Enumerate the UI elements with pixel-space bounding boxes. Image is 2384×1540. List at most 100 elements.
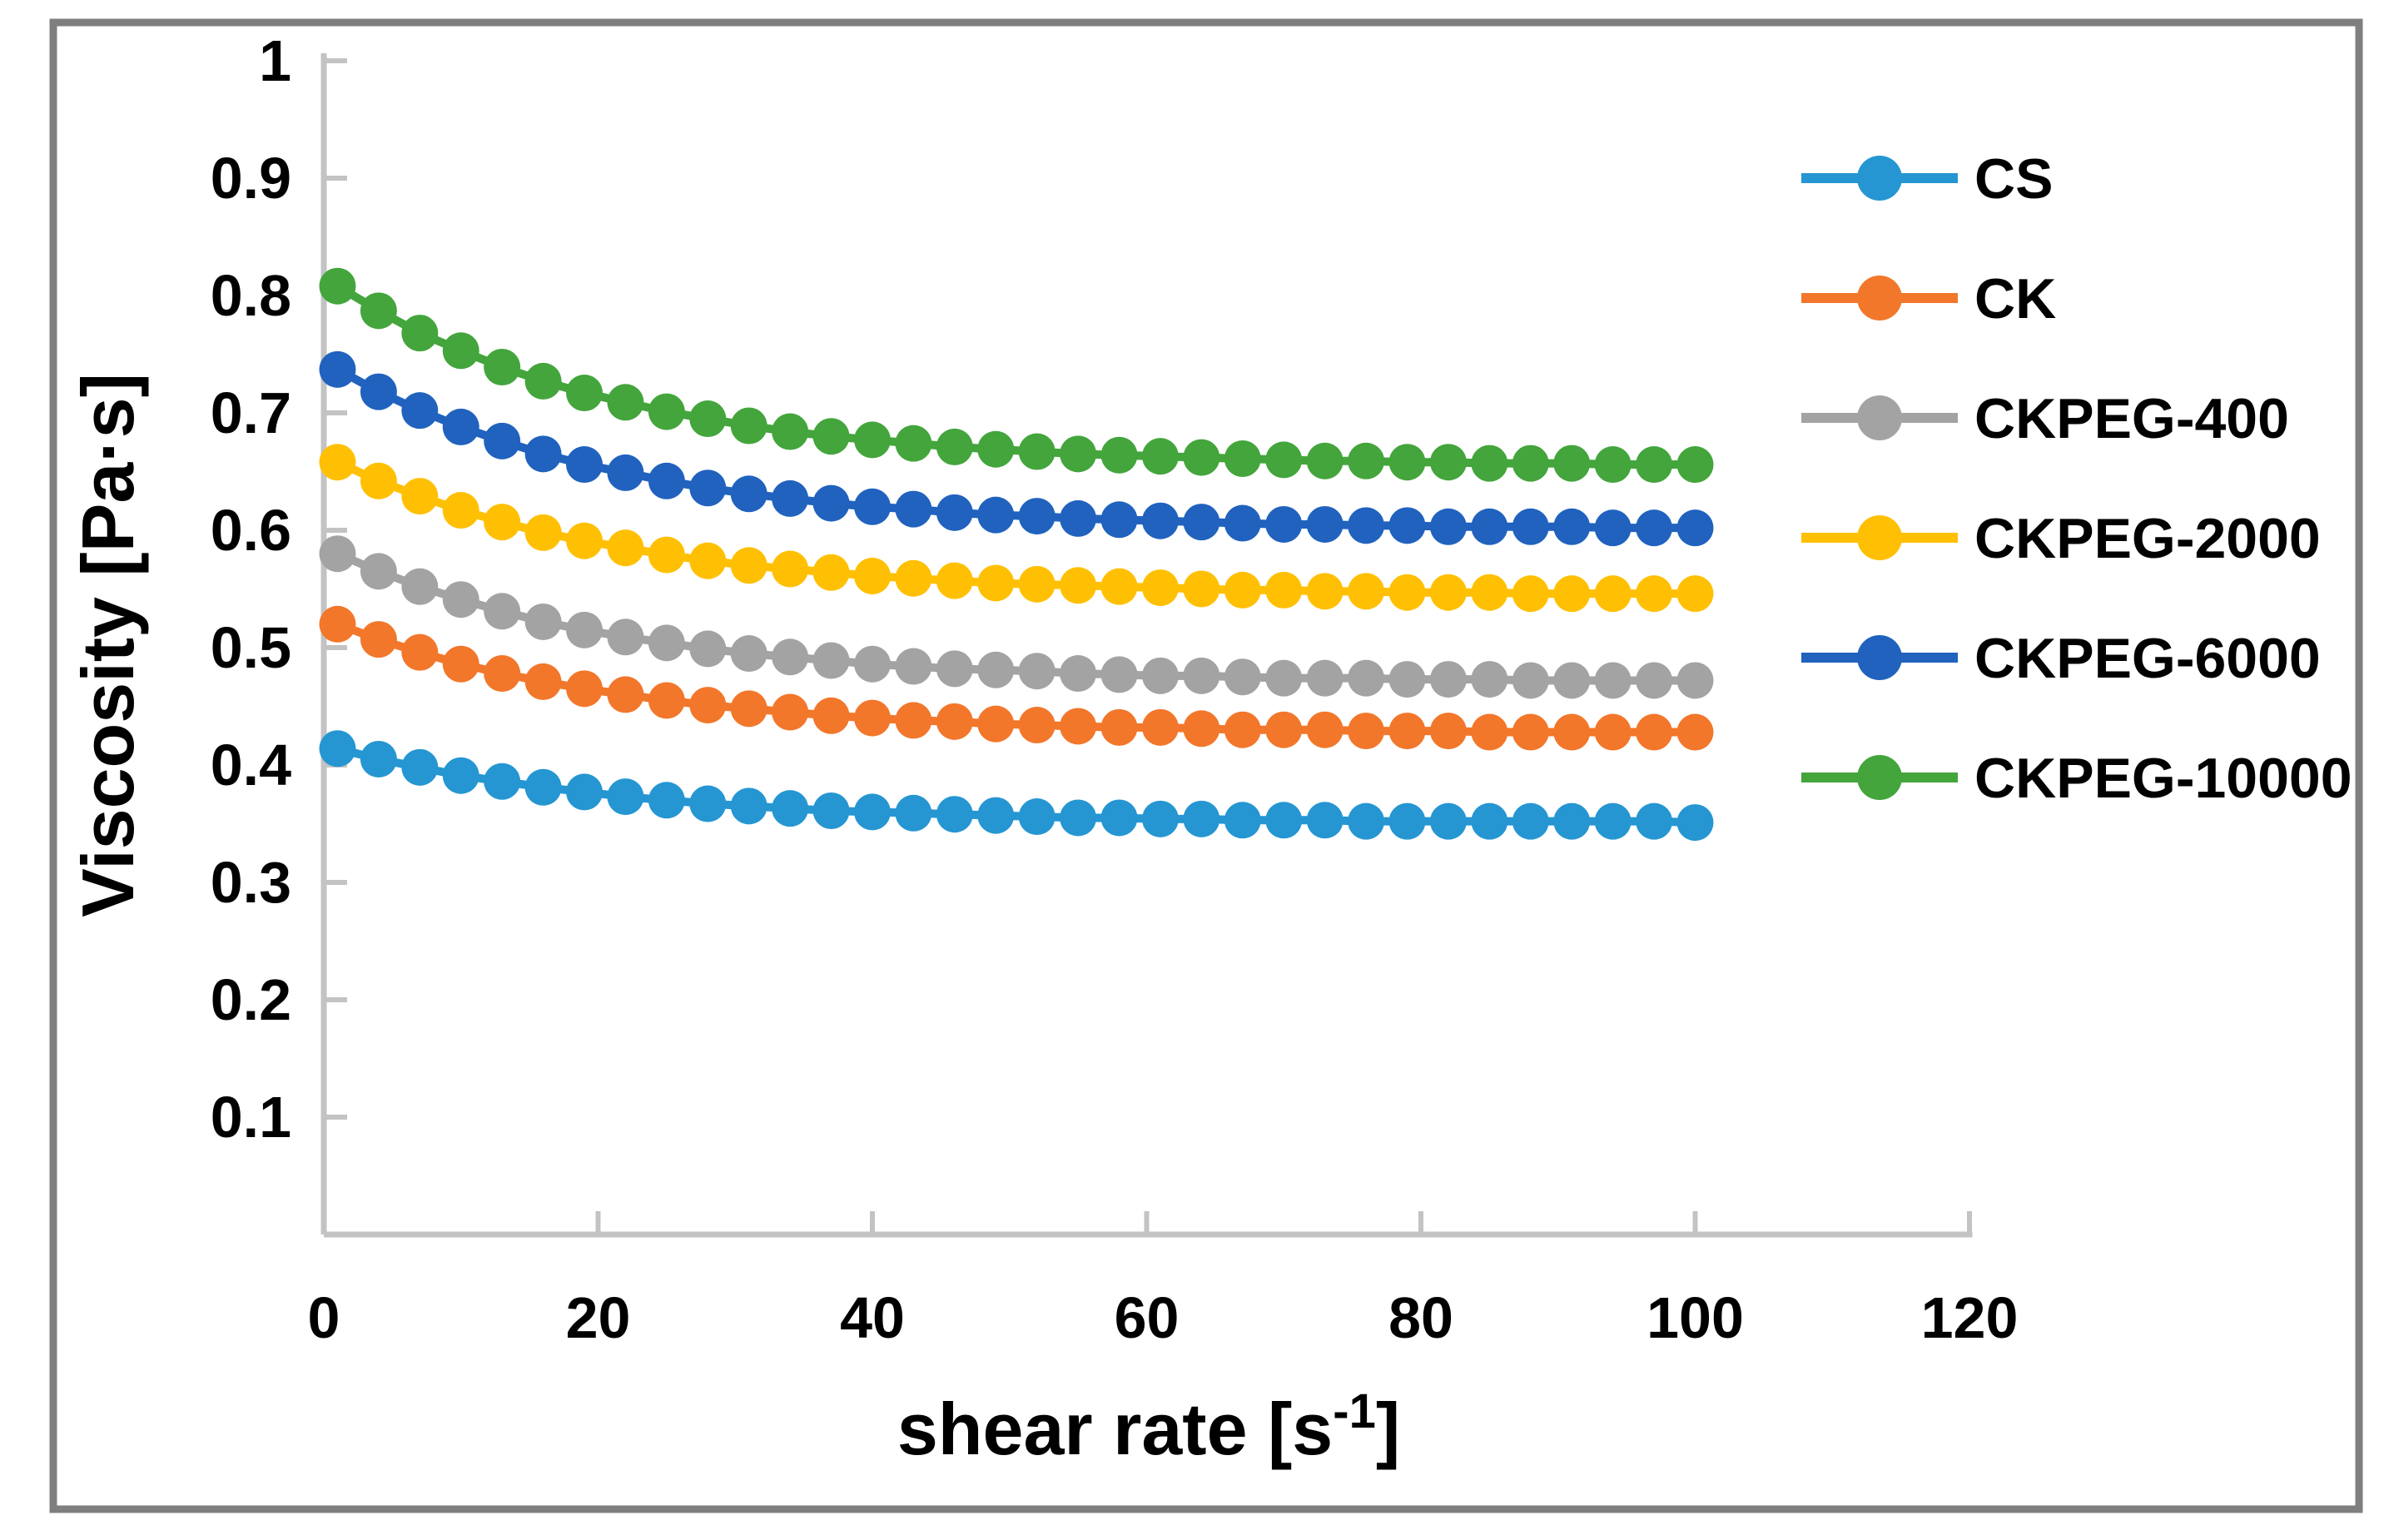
data-point: [1348, 659, 1385, 697]
data-point: [1636, 713, 1673, 751]
x-axis-title-superscript: -1: [1333, 1384, 1376, 1438]
series-ckpeg-10000: [319, 267, 1714, 484]
figure-border: [49, 18, 2363, 1513]
y-tick-label: 1: [259, 28, 291, 93]
data-point: [1183, 800, 1220, 837]
data-point: [319, 350, 356, 388]
data-point: [1512, 662, 1549, 699]
data-point: [360, 740, 397, 777]
data-point: [1183, 710, 1220, 748]
data-point: [1060, 799, 1097, 837]
data-point: [1676, 446, 1714, 484]
axes: [320, 53, 1973, 1238]
data-point: [1224, 504, 1261, 542]
y-tick-label: 0.3: [211, 850, 291, 915]
y-tick-label: 0.7: [211, 380, 291, 445]
data-point: [566, 611, 603, 648]
x-tick-label: 0: [308, 1285, 340, 1350]
legend-item-cs: CS: [1801, 147, 2053, 211]
data-point: [1429, 802, 1467, 840]
data-point: [1183, 504, 1220, 541]
data-point: [566, 773, 603, 811]
data-point: [607, 778, 644, 816]
data-point: [854, 699, 891, 737]
data-point: [319, 605, 356, 643]
data-point: [977, 705, 1015, 743]
data-point: [484, 763, 521, 800]
data-point: [1060, 435, 1097, 473]
y-axis-title: Viscosity [Pa·s]: [67, 373, 149, 917]
data-point: [1265, 571, 1303, 609]
data-point: [977, 564, 1015, 602]
data-point: [1224, 658, 1261, 696]
x-axis-title-prefix: shear rate [s: [897, 1388, 1333, 1470]
data-point: [1553, 662, 1591, 699]
y-tick-label: 0.4: [211, 733, 291, 797]
data-point: [977, 651, 1015, 688]
data-point: [442, 581, 479, 618]
legend-label: CS: [1974, 147, 2053, 211]
legend-label: CKPEG-10000: [1974, 747, 2352, 810]
data-point: [895, 425, 932, 462]
data-point: [1265, 802, 1303, 839]
data-point: [524, 768, 562, 806]
data-point: [1060, 567, 1097, 604]
series-cs: [319, 730, 1714, 842]
data-point: [1553, 445, 1591, 482]
data-point: [360, 292, 397, 330]
data-point: [1429, 574, 1467, 611]
data-point: [936, 562, 973, 599]
data-point: [484, 504, 521, 541]
data-point: [1306, 802, 1343, 839]
data-point: [1141, 800, 1179, 837]
data-point: [812, 642, 850, 679]
data-point: [607, 454, 644, 491]
data-point: [854, 557, 891, 594]
data-point: [1676, 713, 1714, 751]
legend-marker-dot: [1857, 635, 1902, 680]
data-point: [319, 730, 356, 768]
data-point: [1429, 661, 1467, 698]
data-point: [936, 703, 973, 740]
data-point: [1594, 509, 1632, 547]
data-point: [936, 428, 973, 465]
data-point: [895, 559, 932, 597]
data-point: [895, 648, 932, 685]
y-tick-label: 0.6: [211, 498, 291, 563]
data-point: [648, 682, 685, 719]
data-point: [1224, 802, 1261, 839]
data-point: [1224, 571, 1261, 609]
data-point: [401, 568, 439, 605]
x-tick-label: 100: [1646, 1285, 1744, 1350]
data-point: [772, 550, 809, 588]
data-point: [648, 462, 685, 499]
data-point: [1471, 802, 1508, 840]
data-point: [1429, 508, 1467, 545]
data-point: [1512, 508, 1549, 545]
series-ck: [319, 605, 1714, 751]
data-point: [1141, 438, 1179, 475]
legend-item-ckpeg-10000: CKPEG-10000: [1801, 747, 2352, 810]
data-point: [1636, 575, 1673, 613]
series-line: [336, 744, 1696, 827]
data-point: [401, 478, 439, 515]
data-point: [442, 332, 479, 370]
data-point: [1224, 440, 1261, 477]
series-ckpeg-2000: [319, 444, 1714, 613]
data-point: [1306, 659, 1343, 697]
data-point: [772, 479, 809, 517]
data-point: [1100, 501, 1138, 539]
data-point: [1100, 656, 1138, 693]
data-point: [812, 792, 850, 829]
data-point: [1100, 799, 1138, 837]
series-ckpeg-400: [319, 535, 1714, 699]
data-point: [524, 663, 562, 700]
data-point: [772, 638, 809, 676]
data-point: [566, 522, 603, 559]
data-point: [566, 670, 603, 708]
data-point: [1183, 657, 1220, 694]
data-point: [772, 790, 809, 827]
data-point: [730, 547, 767, 584]
data-point: [484, 349, 521, 386]
data-point: [484, 593, 521, 630]
